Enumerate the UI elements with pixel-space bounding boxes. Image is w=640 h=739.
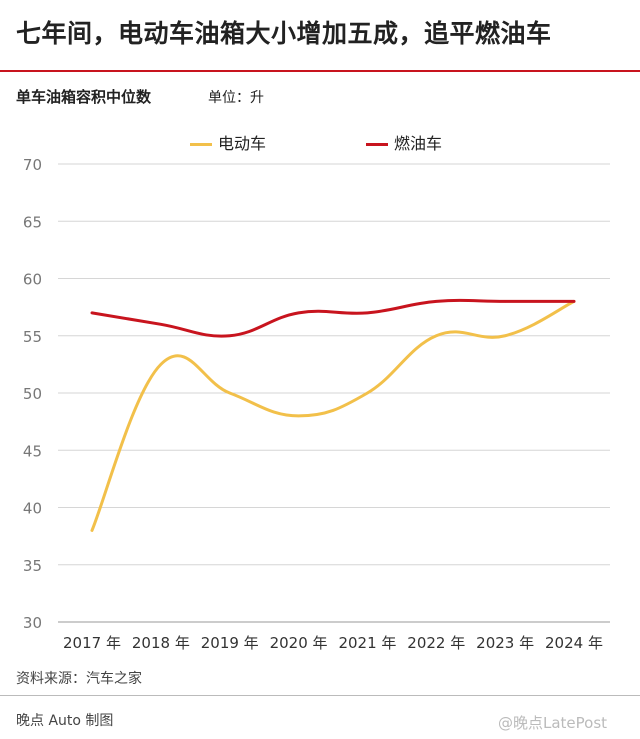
data-point-ev [503,334,507,337]
x-tick-label: 2021 年 [338,634,396,652]
legend-item-ice: 燃油车 [366,130,442,154]
chart-title: 七年间，电动车油箱大小增加五成，追平燃油车 [16,19,552,48]
data-point-ev [228,391,231,395]
legend-swatch-ev [190,143,212,146]
data-point-ice [90,311,94,315]
series-line-ice [90,298,576,338]
series-line-ev [90,299,576,532]
data-point-ice [503,300,507,303]
y-tick-label: 45 [23,442,42,460]
y-tick-label: 40 [23,500,42,518]
y-tick-label: 65 [23,213,42,231]
x-tick-label: 2022 年 [407,634,465,652]
legend-label-ice: 燃油车 [394,134,443,153]
data-point-ev [366,391,369,395]
data-point-ice [435,300,438,303]
data-point-ice [572,300,576,303]
data-point-ice [366,311,369,315]
x-tick-label: 2017 年 [63,634,121,652]
data-point-ev [435,334,438,337]
y-tick-label: 60 [23,271,42,289]
x-tick-label: 2018 年 [132,634,190,652]
footer-divider [0,695,640,696]
y-tick-label: 50 [23,385,42,403]
data-point-ev [90,529,94,532]
data-point-ice [228,334,231,337]
x-tick-label: 2019 年 [201,634,259,652]
y-tick-label: 30 [23,614,42,632]
y-tick-label: 70 [23,156,42,174]
data-point-ev [297,414,300,418]
data-point-ice [159,323,163,326]
data-point-ev [159,363,163,366]
unit-label: 单位：升 [208,90,264,106]
y-tick-label: 55 [23,328,42,346]
data-point-ice [297,311,300,315]
x-tick-label: 2023 年 [476,634,534,652]
legend-swatch-ice [366,143,388,146]
chart-credit: 晚点 Auto 制图 [16,713,114,729]
watermark-handle: @晚点LatePost [498,714,608,732]
chart-subtitle: 单车油箱容积中位数 [16,88,152,106]
legend-label-ev: 电动车 [218,134,267,153]
title-divider [0,70,640,72]
x-tick-label: 2020 年 [270,634,328,652]
y-tick-label: 35 [23,557,42,575]
x-tick-label: 2024 年 [545,634,603,652]
source-note: 资料来源：汽车之家 [16,671,142,687]
legend-item-ev: 电动车 [190,130,266,154]
